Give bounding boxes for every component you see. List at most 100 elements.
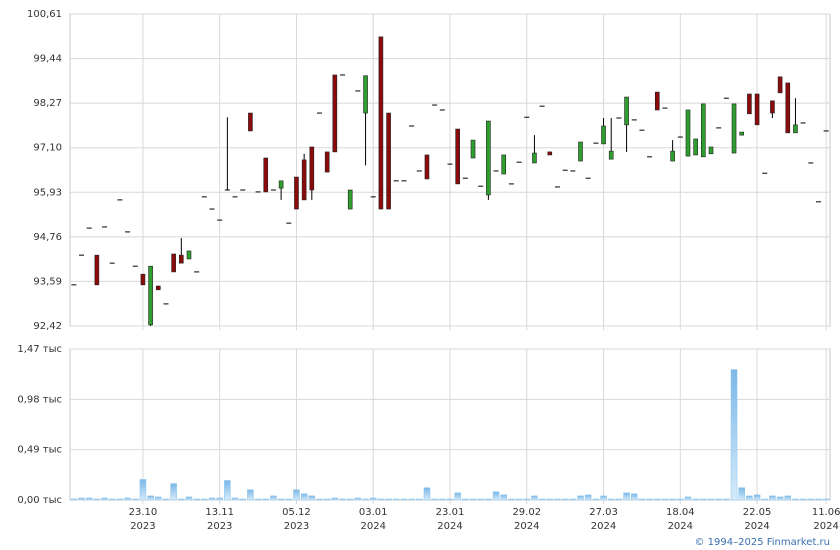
- candle-body: [470, 139, 476, 159]
- candle-body: [94, 254, 100, 286]
- volume-bar: [416, 498, 423, 501]
- candle-body: [309, 146, 315, 191]
- x-tick-label-line: 2024: [813, 521, 838, 532]
- volume-bar: [769, 495, 776, 501]
- x-tick-label: 27.03 2024: [589, 507, 618, 532]
- candle-body: [386, 112, 391, 210]
- x-tick-label: 29.02 2024: [512, 507, 541, 532]
- volume-bar: [308, 495, 316, 501]
- volume-bar: [293, 489, 300, 501]
- x-tick-label-line: 29.02: [512, 507, 541, 518]
- candle-body: [424, 154, 430, 180]
- x-tick-label: 23.01 2024: [436, 507, 465, 532]
- candle-body: [263, 157, 269, 193]
- volume-bar: [500, 494, 507, 501]
- candle-body: [793, 124, 798, 134]
- volume-bar: [116, 498, 124, 501]
- x-tick-label-line: 23.10: [129, 507, 158, 518]
- volume-bar: [339, 498, 346, 501]
- volume-bar: [561, 498, 569, 501]
- volume-bar: [546, 498, 554, 501]
- volume-bar: [715, 498, 722, 501]
- volume-bar: [738, 487, 745, 501]
- volume-bar: [569, 498, 577, 501]
- volume-bar: [792, 498, 799, 501]
- volume-bar: [454, 492, 461, 501]
- volume-bar: [201, 498, 208, 501]
- volume-bar: [615, 498, 623, 501]
- volume-bar: [423, 487, 431, 501]
- candle-body: [624, 96, 629, 126]
- volume-bar: [654, 498, 661, 501]
- volume-bar: [439, 498, 446, 501]
- y-tick-label: 98,27: [33, 98, 62, 109]
- volume-bar: [485, 498, 492, 501]
- candle-body: [324, 151, 330, 173]
- y-tick-label: 1,47 тыс: [17, 344, 62, 355]
- volume-bar: [216, 497, 223, 501]
- volume-bar: [385, 498, 392, 501]
- volume-bar: [446, 498, 454, 501]
- volume-bar: [469, 498, 477, 501]
- volume-bar: [623, 492, 630, 501]
- volume-bar: [277, 498, 285, 501]
- volume-bar: [477, 498, 484, 501]
- x-tick-label-line: 2024: [668, 521, 693, 532]
- volume-bar: [285, 498, 293, 501]
- candle-body: [301, 159, 307, 201]
- volume-bar: [746, 495, 753, 501]
- volume-bar: [85, 497, 93, 501]
- y-tick-label: 92,42: [33, 321, 62, 332]
- x-tick-label-line: 2024: [361, 521, 386, 532]
- candle-body: [739, 131, 745, 136]
- volume-bar: [300, 493, 308, 501]
- volume-bar: [784, 495, 792, 501]
- y-tick-label: 0,00 тыс: [17, 495, 62, 506]
- x-tick-label-line: 11.06: [812, 507, 840, 518]
- volume-bar: [346, 498, 354, 501]
- volume-bar: [400, 498, 408, 501]
- x-tick-label: 03.01 2024: [359, 507, 388, 532]
- volume-bar: [799, 498, 807, 501]
- x-tick-label-line: 23.01: [436, 507, 465, 518]
- x-tick-label: 05.12 2023: [282, 507, 311, 532]
- volume-bar: [630, 493, 638, 501]
- candle-body: [601, 125, 606, 145]
- x-tick-label-line: 2023: [130, 521, 155, 532]
- volume-bar: [369, 497, 377, 501]
- candle-body: [155, 285, 161, 291]
- volume-bar: [178, 498, 185, 501]
- volume-bar: [638, 498, 646, 501]
- volume-bar: [108, 498, 116, 501]
- x-tick-label-line: 2024: [744, 521, 769, 532]
- volume-bar: [538, 498, 546, 501]
- candle-body: [685, 109, 691, 157]
- volume-bar: [331, 497, 339, 501]
- candle-body: [608, 150, 614, 160]
- volume-bar: [761, 498, 768, 501]
- volume-bar: [776, 496, 784, 501]
- volume-bar: [185, 496, 193, 501]
- volume-bar: [247, 489, 254, 501]
- volume-bar: [254, 498, 262, 501]
- volume-bar: [723, 498, 730, 501]
- x-tick-label-line: 2023: [284, 521, 309, 532]
- candle-body: [654, 91, 660, 111]
- candle-body: [731, 103, 737, 154]
- volume-bar: [193, 498, 200, 501]
- candle-body: [701, 103, 706, 158]
- x-tick-label-line: 2023: [207, 521, 232, 532]
- candle-body: [278, 180, 284, 189]
- candle-body: [347, 189, 353, 210]
- volume-bar: [508, 498, 515, 501]
- volume-bar: [807, 498, 815, 501]
- volume-bar: [669, 498, 676, 501]
- candle-body: [501, 154, 507, 175]
- y-tick-label: 0,49 тыс: [17, 445, 62, 456]
- candle-body: [747, 93, 752, 115]
- volume-bar: [132, 498, 139, 501]
- volume-bar: [692, 498, 699, 501]
- y-tick-label: 97,10: [33, 143, 62, 154]
- volume-bar: [523, 498, 531, 501]
- candle-body: [670, 150, 675, 162]
